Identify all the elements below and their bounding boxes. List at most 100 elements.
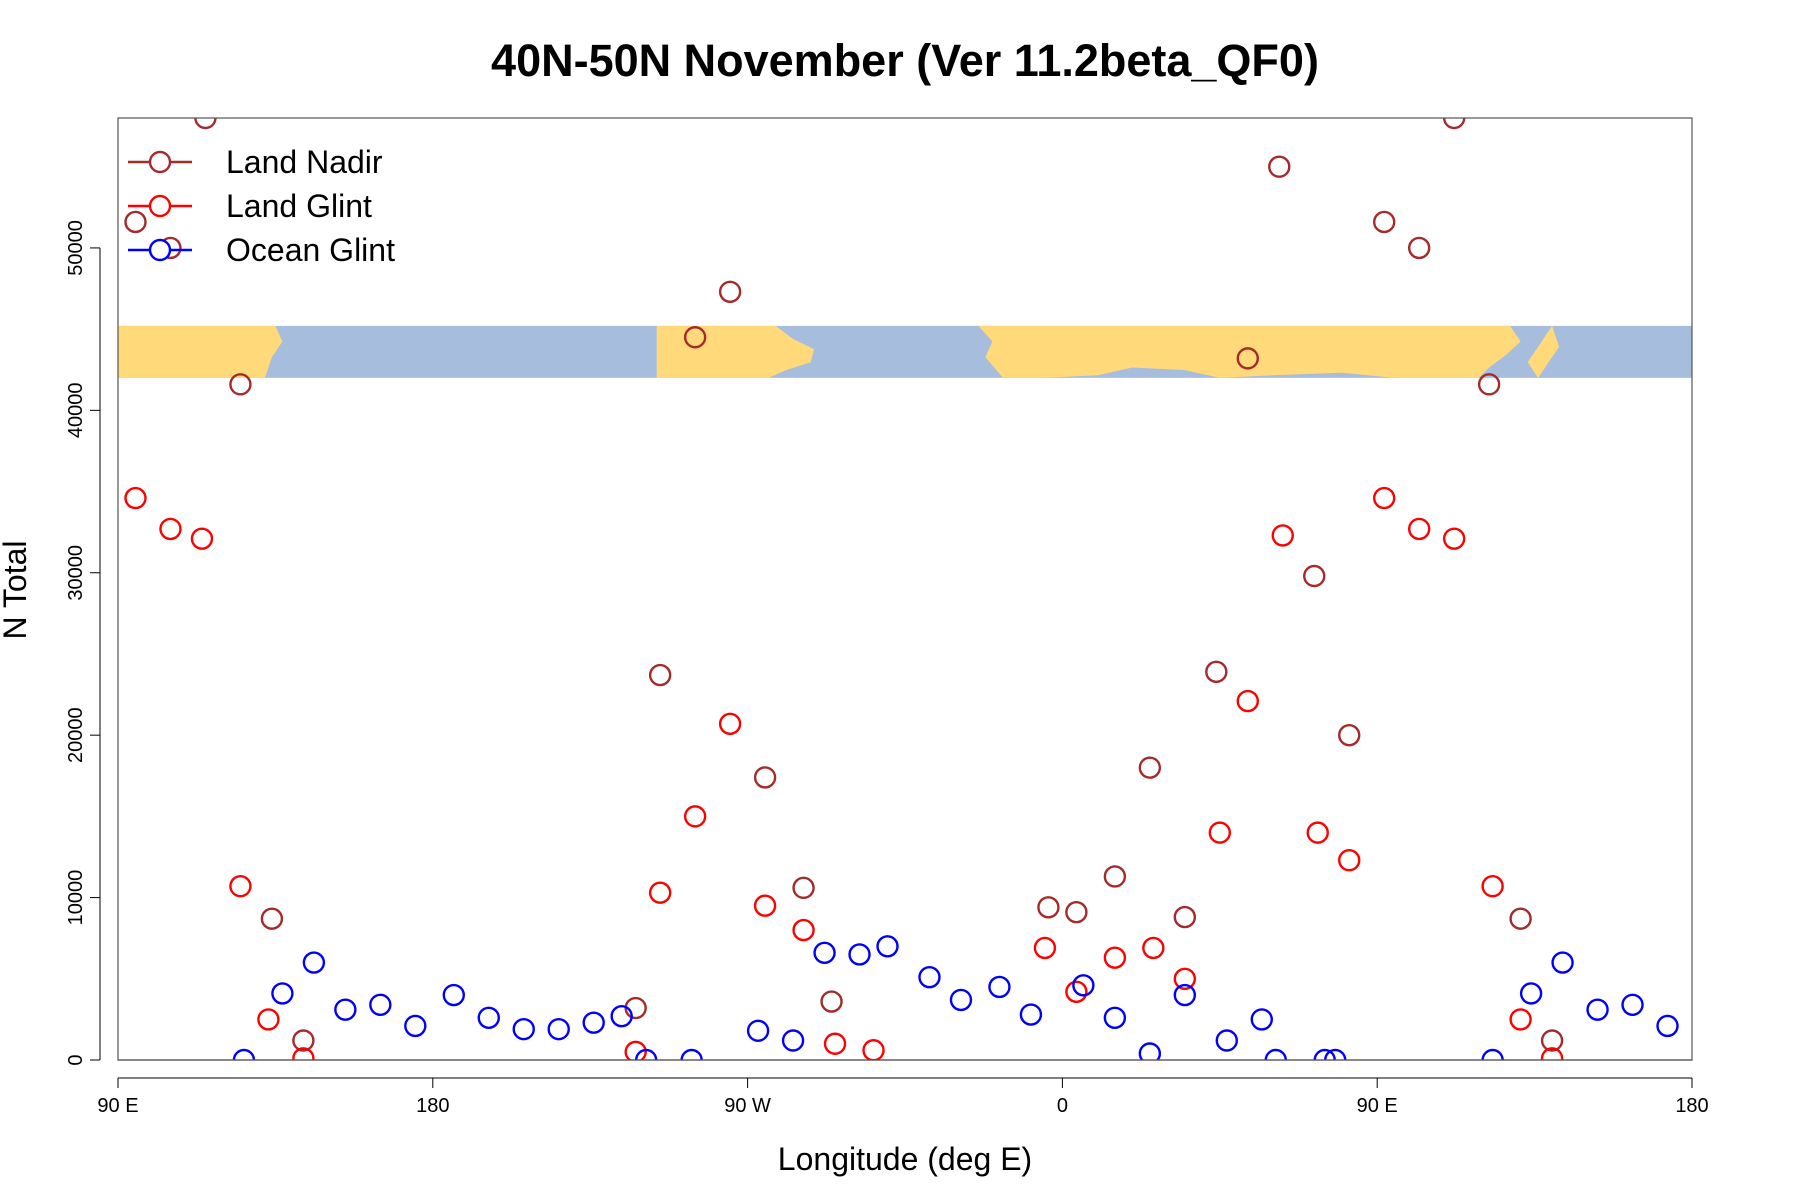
ocean-glint-point: [369, 993, 392, 1016]
land-nadir-point: [1173, 905, 1197, 929]
land-glint-point: [648, 881, 672, 904]
y-axis-label: N Total: [0, 540, 33, 639]
land-nadir-point: [718, 280, 742, 303]
x-tick-label: 180: [416, 1095, 449, 1117]
land-nadir-point: [229, 373, 252, 396]
ocean-glint-point: [1519, 982, 1543, 1005]
land-glint-point: [1509, 1008, 1532, 1031]
series-land-glint: [124, 486, 1564, 1060]
land-glint-point: [862, 1039, 885, 1060]
land-glint-point: [718, 712, 742, 736]
ocean-glint-point: [680, 1048, 703, 1060]
legend-label: Land Glint: [226, 188, 372, 224]
y-tick-label: 30000: [65, 545, 87, 601]
x-axis: 90 E 180 90 W 0 90 E 180: [97, 1077, 1709, 1117]
land-nadir-point: [820, 990, 843, 1013]
legend-item-land-glint: Land Glint: [128, 188, 372, 224]
ocean-glint-point: [634, 1048, 658, 1060]
ocean-glint-point: [442, 983, 465, 1007]
land-glint-point: [292, 1047, 315, 1060]
legend-marker: [148, 150, 172, 174]
land-nadir-point: [1509, 907, 1532, 930]
ocean-glint-point: [271, 982, 294, 1005]
land-nadir-point: [124, 210, 147, 234]
ocean-glint-point: [1250, 1008, 1273, 1031]
land-glint-point: [1338, 849, 1361, 872]
land-nadir-point: [648, 663, 672, 687]
land-nadir-point: [1236, 347, 1259, 370]
series-land-nadir: [124, 118, 1564, 1052]
legend-item-land-nadir: Land Nadir: [128, 144, 383, 180]
data-points: [124, 118, 1679, 1060]
ocean-glint-point: [848, 943, 871, 966]
ocean-glint-point: [876, 935, 899, 958]
ocean-glint-point: [1313, 1048, 1336, 1060]
land-nadir-point: [1268, 155, 1291, 178]
ocean-glint-point: [746, 1019, 770, 1042]
land-glint-point: [1065, 980, 1088, 1003]
axes: 90 E 180 90 W 0 90 E 180 0 10000 20000 30000 40000…: [65, 220, 1709, 1117]
land-nadir-point: [753, 766, 777, 789]
ocean-glint-point: [1586, 998, 1609, 1021]
land-glint-point: [1208, 821, 1232, 844]
plot-frame: [117, 117, 1693, 1061]
ocean-glint-point: [1481, 1048, 1504, 1060]
land-glint-point: [257, 1008, 280, 1031]
ocean-glint-point: [610, 1004, 633, 1028]
ocean-glint-point: [404, 1014, 427, 1038]
land-glint-point: [1033, 936, 1057, 960]
land-nadir-point: [260, 907, 284, 930]
land-glint-point: [1173, 967, 1197, 990]
legend: Land Nadir Land Glint Ocean Glint: [128, 144, 395, 268]
land-glint-point: [124, 486, 147, 510]
ocean-glint-point: [302, 951, 326, 974]
land-nadir-point: [1037, 896, 1060, 919]
legend-label: Ocean Glint: [226, 232, 395, 268]
x-tick-label: 90 E: [97, 1095, 138, 1117]
y-tick-label: 20000: [65, 707, 87, 763]
ocean-glint-point: [813, 941, 836, 965]
map-strip-land: [118, 325, 1560, 378]
land-glint-point: [1236, 689, 1259, 713]
y-tick-label: 50000: [65, 220, 87, 276]
land-nadir-point: [1338, 723, 1361, 747]
land-glint-point: [624, 1040, 647, 1060]
land-glint-point: [1442, 527, 1466, 550]
land-nadir-point: [1138, 756, 1162, 779]
map-land-region: [118, 325, 283, 378]
ocean-glint-point: [477, 1006, 500, 1029]
x-tick-label: 180: [1675, 1095, 1708, 1117]
ocean-glint-point: [1138, 1042, 1162, 1060]
land-nadir-point: [1442, 118, 1466, 130]
land-nadir-point: [1477, 373, 1501, 396]
legend-label: Land Nadir: [226, 144, 383, 180]
land-glint-point: [1372, 486, 1396, 510]
y-tick-label: 10000: [65, 870, 87, 926]
land-nadir-point: [1205, 660, 1228, 684]
series-ocean-glint: [232, 935, 1679, 1060]
land-glint-point: [1142, 936, 1165, 960]
ocean-glint-point: [1324, 1048, 1347, 1060]
land-glint-point: [229, 875, 252, 898]
ocean-glint-point: [1019, 1003, 1043, 1026]
land-glint-point: [792, 918, 815, 942]
land-nadir-point: [1303, 564, 1326, 588]
ocean-glint-point: [232, 1048, 256, 1060]
x-tick-label: 0: [1057, 1095, 1068, 1117]
x-axis-label: Longitude (deg E): [778, 1141, 1032, 1177]
map-land-region: [656, 325, 815, 378]
y-axis: 0 10000 20000 30000 40000 50000: [65, 220, 101, 1066]
x-tick-label: 90 W: [724, 1095, 771, 1117]
land-glint-point: [683, 805, 707, 828]
ocean-glint-point: [949, 988, 973, 1012]
land-nadir-point: [683, 326, 707, 349]
land-glint-point: [1306, 821, 1329, 844]
land-glint-point: [1481, 875, 1504, 898]
land-nadir-point: [1540, 1029, 1564, 1052]
land-glint-point: [1103, 946, 1127, 969]
x-tick-label: 90 E: [1357, 1095, 1398, 1117]
ocean-glint-point: [334, 998, 357, 1021]
ocean-glint-point: [1215, 1029, 1238, 1052]
map-land-region: [1527, 325, 1560, 378]
